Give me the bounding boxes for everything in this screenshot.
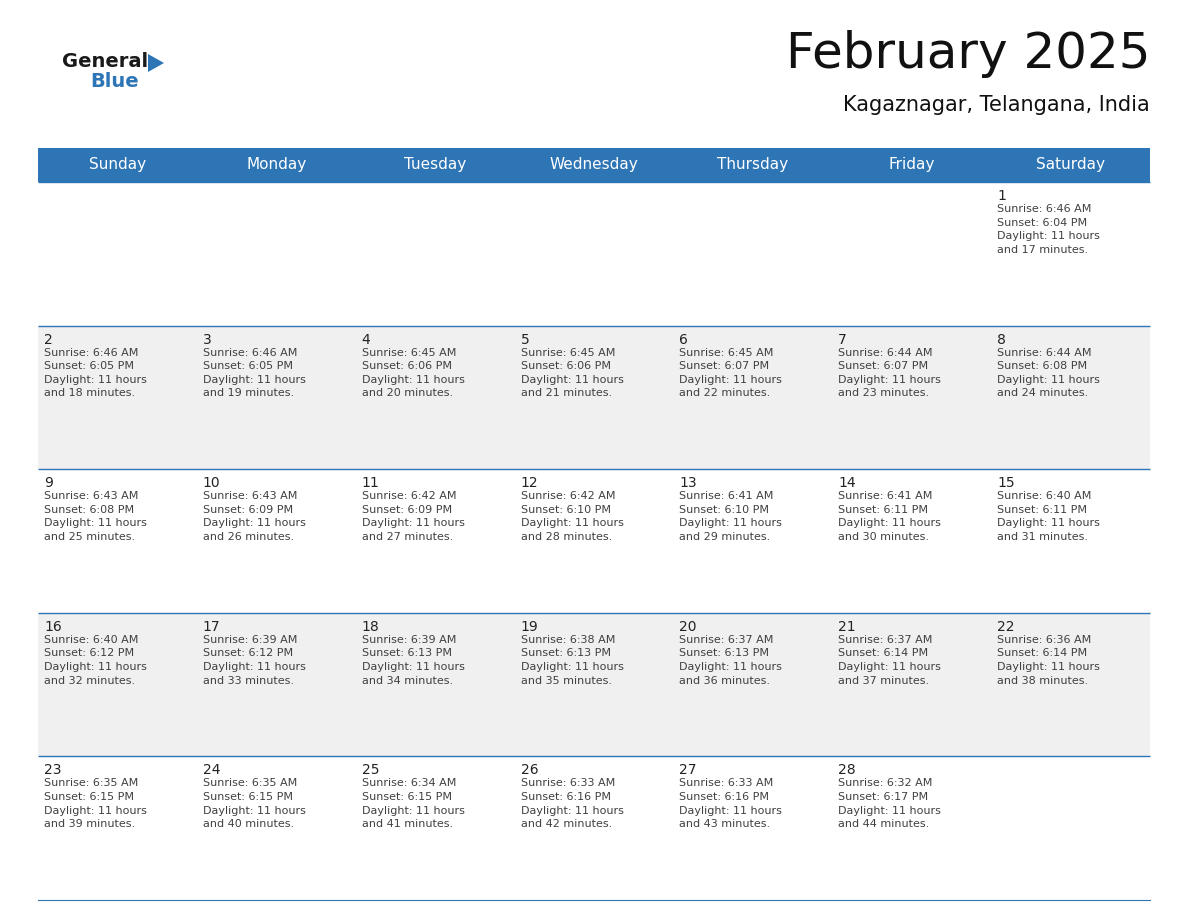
Bar [38, 182, 1150, 326]
Text: 16: 16 [44, 620, 62, 633]
Bar [38, 469, 1150, 613]
Bar [38, 326, 1150, 469]
Text: 23: 23 [44, 764, 62, 778]
Text: Sunrise: 6:39 AM
Sunset: 6:13 PM
Daylight: 11 hours
and 34 minutes.: Sunrise: 6:39 AM Sunset: 6:13 PM Dayligh… [361, 635, 465, 686]
Text: Sunrise: 6:38 AM
Sunset: 6:13 PM
Daylight: 11 hours
and 35 minutes.: Sunrise: 6:38 AM Sunset: 6:13 PM Dayligh… [520, 635, 624, 686]
Text: 28: 28 [839, 764, 855, 778]
Text: Sunrise: 6:46 AM
Sunset: 6:04 PM
Daylight: 11 hours
and 17 minutes.: Sunrise: 6:46 AM Sunset: 6:04 PM Dayligh… [997, 204, 1100, 255]
Text: Sunrise: 6:42 AM
Sunset: 6:10 PM
Daylight: 11 hours
and 28 minutes.: Sunrise: 6:42 AM Sunset: 6:10 PM Dayligh… [520, 491, 624, 542]
Text: Sunrise: 6:46 AM
Sunset: 6:05 PM
Daylight: 11 hours
and 18 minutes.: Sunrise: 6:46 AM Sunset: 6:05 PM Dayligh… [44, 348, 147, 398]
Bar [674, 148, 833, 182]
Text: 2: 2 [44, 332, 52, 347]
Text: Sunrise: 6:43 AM
Sunset: 6:08 PM
Daylight: 11 hours
and 25 minutes.: Sunrise: 6:43 AM Sunset: 6:08 PM Dayligh… [44, 491, 147, 542]
Text: 26: 26 [520, 764, 538, 778]
Text: 1: 1 [997, 189, 1006, 203]
Text: Sunrise: 6:41 AM
Sunset: 6:11 PM
Daylight: 11 hours
and 30 minutes.: Sunrise: 6:41 AM Sunset: 6:11 PM Dayligh… [839, 491, 941, 542]
Text: Sunrise: 6:33 AM
Sunset: 6:16 PM
Daylight: 11 hours
and 42 minutes.: Sunrise: 6:33 AM Sunset: 6:16 PM Dayligh… [520, 778, 624, 829]
Text: 15: 15 [997, 476, 1015, 490]
Text: Saturday: Saturday [1036, 158, 1105, 173]
Text: 27: 27 [680, 764, 697, 778]
Text: Sunrise: 6:39 AM
Sunset: 6:12 PM
Daylight: 11 hours
and 33 minutes.: Sunrise: 6:39 AM Sunset: 6:12 PM Dayligh… [203, 635, 305, 686]
Text: Blue: Blue [90, 72, 139, 91]
Bar [197, 148, 355, 182]
Text: Monday: Monday [246, 158, 307, 173]
Text: 22: 22 [997, 620, 1015, 633]
Polygon shape [148, 54, 164, 72]
Text: Sunrise: 6:37 AM
Sunset: 6:14 PM
Daylight: 11 hours
and 37 minutes.: Sunrise: 6:37 AM Sunset: 6:14 PM Dayligh… [839, 635, 941, 686]
Text: Wednesday: Wednesday [550, 158, 638, 173]
Text: February 2025: February 2025 [785, 30, 1150, 78]
Bar [38, 613, 1150, 756]
Text: Sunrise: 6:32 AM
Sunset: 6:17 PM
Daylight: 11 hours
and 44 minutes.: Sunrise: 6:32 AM Sunset: 6:17 PM Dayligh… [839, 778, 941, 829]
Bar [833, 148, 991, 182]
Bar [991, 148, 1150, 182]
Bar [38, 756, 1150, 900]
Text: Sunrise: 6:35 AM
Sunset: 6:15 PM
Daylight: 11 hours
and 39 minutes.: Sunrise: 6:35 AM Sunset: 6:15 PM Dayligh… [44, 778, 147, 829]
Text: Friday: Friday [889, 158, 935, 173]
Text: Sunrise: 6:46 AM
Sunset: 6:05 PM
Daylight: 11 hours
and 19 minutes.: Sunrise: 6:46 AM Sunset: 6:05 PM Dayligh… [203, 348, 305, 398]
Bar [38, 148, 197, 182]
Text: Sunrise: 6:45 AM
Sunset: 6:06 PM
Daylight: 11 hours
and 21 minutes.: Sunrise: 6:45 AM Sunset: 6:06 PM Dayligh… [520, 348, 624, 398]
Text: 4: 4 [361, 332, 371, 347]
Text: 25: 25 [361, 764, 379, 778]
Text: Sunrise: 6:36 AM
Sunset: 6:14 PM
Daylight: 11 hours
and 38 minutes.: Sunrise: 6:36 AM Sunset: 6:14 PM Dayligh… [997, 635, 1100, 686]
Text: 24: 24 [203, 764, 220, 778]
Text: 10: 10 [203, 476, 221, 490]
Text: 14: 14 [839, 476, 855, 490]
Text: 3: 3 [203, 332, 211, 347]
Text: Sunrise: 6:45 AM
Sunset: 6:06 PM
Daylight: 11 hours
and 20 minutes.: Sunrise: 6:45 AM Sunset: 6:06 PM Dayligh… [361, 348, 465, 398]
Text: 13: 13 [680, 476, 697, 490]
Text: 7: 7 [839, 332, 847, 347]
Text: Kagaznagar, Telangana, India: Kagaznagar, Telangana, India [843, 95, 1150, 115]
Bar [355, 148, 514, 182]
Text: Sunrise: 6:42 AM
Sunset: 6:09 PM
Daylight: 11 hours
and 27 minutes.: Sunrise: 6:42 AM Sunset: 6:09 PM Dayligh… [361, 491, 465, 542]
Text: Sunrise: 6:40 AM
Sunset: 6:12 PM
Daylight: 11 hours
and 32 minutes.: Sunrise: 6:40 AM Sunset: 6:12 PM Dayligh… [44, 635, 147, 686]
Text: Sunrise: 6:45 AM
Sunset: 6:07 PM
Daylight: 11 hours
and 22 minutes.: Sunrise: 6:45 AM Sunset: 6:07 PM Dayligh… [680, 348, 783, 398]
Text: Sunrise: 6:33 AM
Sunset: 6:16 PM
Daylight: 11 hours
and 43 minutes.: Sunrise: 6:33 AM Sunset: 6:16 PM Dayligh… [680, 778, 783, 829]
Text: Sunrise: 6:40 AM
Sunset: 6:11 PM
Daylight: 11 hours
and 31 minutes.: Sunrise: 6:40 AM Sunset: 6:11 PM Dayligh… [997, 491, 1100, 542]
Text: 20: 20 [680, 620, 697, 633]
Text: 11: 11 [361, 476, 379, 490]
Text: 17: 17 [203, 620, 221, 633]
Text: 18: 18 [361, 620, 379, 633]
Text: Sunrise: 6:41 AM
Sunset: 6:10 PM
Daylight: 11 hours
and 29 minutes.: Sunrise: 6:41 AM Sunset: 6:10 PM Dayligh… [680, 491, 783, 542]
Text: 12: 12 [520, 476, 538, 490]
Text: 19: 19 [520, 620, 538, 633]
Text: Sunrise: 6:34 AM
Sunset: 6:15 PM
Daylight: 11 hours
and 41 minutes.: Sunrise: 6:34 AM Sunset: 6:15 PM Dayligh… [361, 778, 465, 829]
Text: 8: 8 [997, 332, 1006, 347]
Text: 6: 6 [680, 332, 688, 347]
Text: Sunrise: 6:44 AM
Sunset: 6:08 PM
Daylight: 11 hours
and 24 minutes.: Sunrise: 6:44 AM Sunset: 6:08 PM Dayligh… [997, 348, 1100, 398]
Text: Sunrise: 6:43 AM
Sunset: 6:09 PM
Daylight: 11 hours
and 26 minutes.: Sunrise: 6:43 AM Sunset: 6:09 PM Dayligh… [203, 491, 305, 542]
Text: General: General [62, 52, 148, 71]
Text: 5: 5 [520, 332, 530, 347]
Text: Sunrise: 6:35 AM
Sunset: 6:15 PM
Daylight: 11 hours
and 40 minutes.: Sunrise: 6:35 AM Sunset: 6:15 PM Dayligh… [203, 778, 305, 829]
Text: Sunrise: 6:37 AM
Sunset: 6:13 PM
Daylight: 11 hours
and 36 minutes.: Sunrise: 6:37 AM Sunset: 6:13 PM Dayligh… [680, 635, 783, 686]
Text: Sunrise: 6:44 AM
Sunset: 6:07 PM
Daylight: 11 hours
and 23 minutes.: Sunrise: 6:44 AM Sunset: 6:07 PM Dayligh… [839, 348, 941, 398]
Text: 9: 9 [44, 476, 53, 490]
Text: Thursday: Thursday [718, 158, 789, 173]
Text: Tuesday: Tuesday [404, 158, 466, 173]
Text: Sunday: Sunday [89, 158, 146, 173]
Bar [514, 148, 674, 182]
Text: 21: 21 [839, 620, 855, 633]
